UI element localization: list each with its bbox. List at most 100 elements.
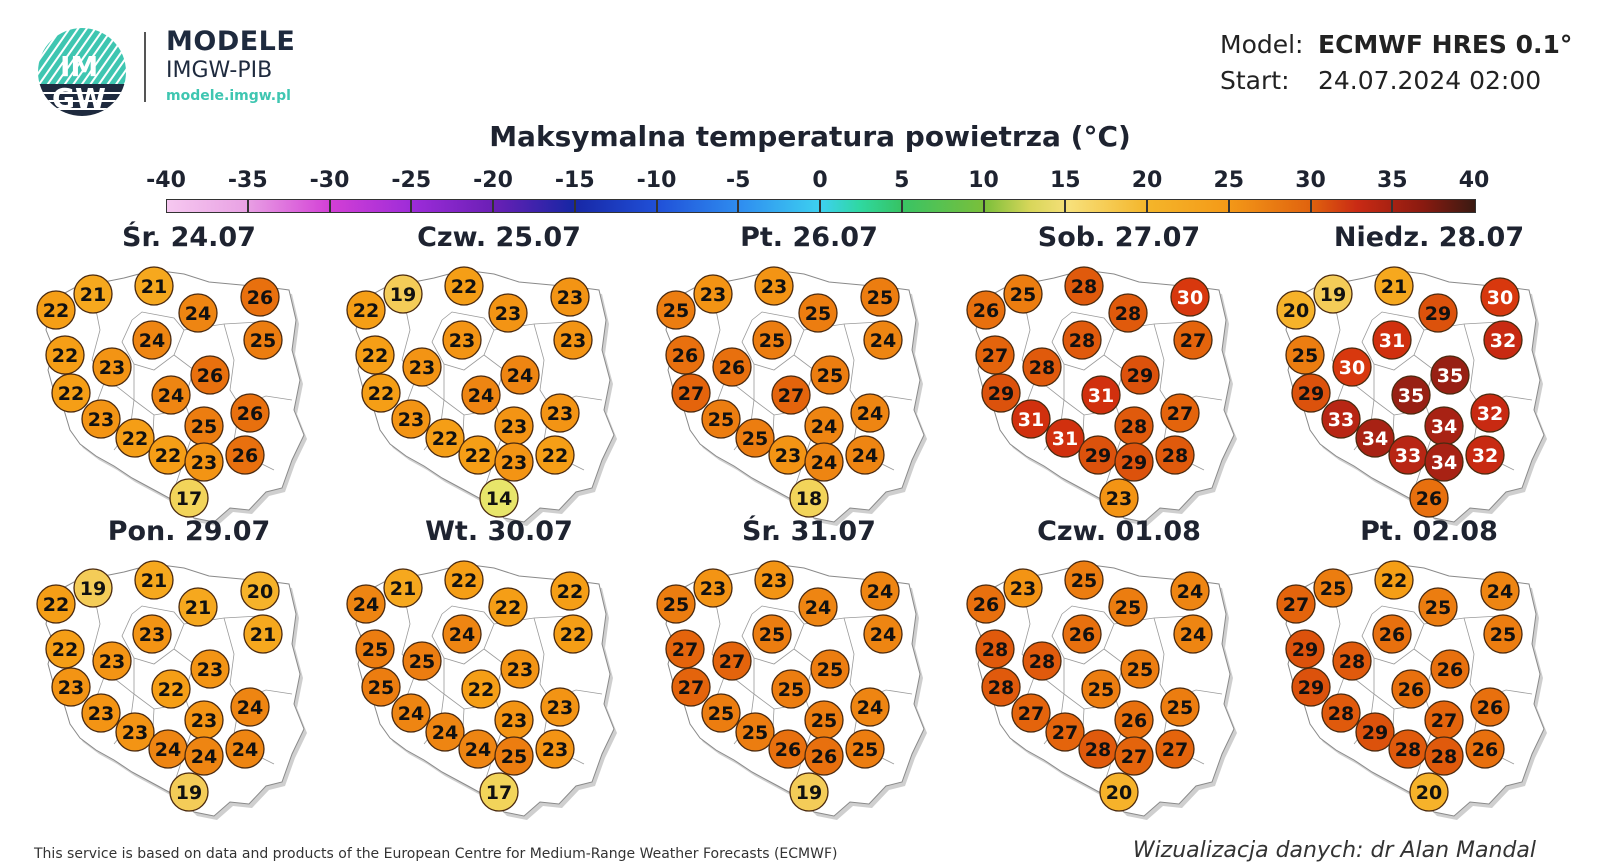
station-circle xyxy=(860,277,900,317)
station-marker: 23 xyxy=(540,393,580,433)
imgw-logo: IM GW xyxy=(38,28,126,116)
scale-tick-mark xyxy=(1227,199,1230,213)
station-marker: 24 xyxy=(804,406,844,446)
station-circle xyxy=(535,729,575,769)
station-marker: 25 xyxy=(701,399,741,439)
station-temp: 25 xyxy=(191,416,217,438)
station-marker: 28 xyxy=(1022,641,1062,681)
scale-tick-mark xyxy=(573,199,576,213)
station-marker: 24 xyxy=(346,584,386,624)
station-temp: 20 xyxy=(1283,300,1309,322)
scale-tick-label: -20 xyxy=(473,168,513,193)
station-marker: 22 xyxy=(488,587,528,627)
scale-tick-label: -40 xyxy=(146,168,186,193)
station-temp: 22 xyxy=(52,639,78,661)
station-circle xyxy=(1321,399,1361,439)
station-marker: 28 xyxy=(1108,293,1148,333)
station-marker: 20 xyxy=(1409,772,1449,812)
station-temp: 30 xyxy=(1487,287,1513,309)
station-circle xyxy=(1064,266,1104,306)
station-marker: 25 xyxy=(1285,335,1325,375)
station-circle xyxy=(500,649,540,689)
station-circle xyxy=(1465,729,1505,769)
map-title: Maksymalna temperatura powietrza (°C) xyxy=(489,120,1131,153)
station-marker: 22 xyxy=(151,669,191,709)
station-circle xyxy=(1011,693,1051,733)
brand-divider xyxy=(144,32,146,102)
station-marker: 32 xyxy=(1465,435,1505,475)
station-marker: 25 xyxy=(1003,274,1043,314)
station-temp: 26 xyxy=(1398,679,1424,701)
station-marker: 23 xyxy=(535,729,575,769)
station-marker: 17 xyxy=(479,772,519,812)
station-temp: 26 xyxy=(232,445,258,467)
station-circle xyxy=(355,335,395,375)
station-temp: 29 xyxy=(1085,445,1111,467)
station-temp: 20 xyxy=(1416,782,1442,804)
voivodeship-border xyxy=(1021,299,1037,411)
voivodeship-border xyxy=(1331,593,1347,705)
station-marker: 24 xyxy=(500,355,540,395)
station-temp: 20 xyxy=(247,581,273,603)
station-temp: 27 xyxy=(719,651,745,673)
station-marker: 27 xyxy=(1045,712,1085,752)
station-temp: 25 xyxy=(1292,345,1318,367)
station-marker: 33 xyxy=(1388,435,1428,475)
station-circle xyxy=(1155,729,1195,769)
station-temp: 31 xyxy=(1088,385,1114,407)
voivodeship-border xyxy=(223,323,293,407)
station-circle xyxy=(671,667,711,707)
station-circle xyxy=(1418,587,1458,627)
station-circle xyxy=(444,266,484,306)
station-temp: 26 xyxy=(247,287,273,309)
panel-date: Sob. 27.07 xyxy=(1037,222,1201,253)
station-temp: 29 xyxy=(1362,722,1388,744)
scale-tick-mark xyxy=(1309,199,1312,213)
station-marker: 23 xyxy=(402,347,442,387)
station-circle xyxy=(1313,274,1353,314)
station-temp: 27 xyxy=(1431,710,1457,732)
brand-url[interactable]: modele.imgw.pl xyxy=(166,88,291,104)
station-marker: 30 xyxy=(1332,347,1372,387)
forecast-panel: Pt. 26.07 25 23 23 25 25 24 26 26 25 25 27 27 25 24 24 2… xyxy=(654,222,964,526)
station-circle xyxy=(1160,687,1200,727)
station-temp: 27 xyxy=(1121,746,1147,768)
scale-tick-mark xyxy=(246,199,249,213)
station-marker: 25 xyxy=(361,667,401,707)
station-marker: 28 xyxy=(1388,729,1428,769)
station-circle xyxy=(1470,393,1510,433)
station-temp: 25 xyxy=(805,303,831,325)
station-circle xyxy=(1022,641,1062,681)
station-circle xyxy=(391,693,431,733)
station-temp: 25 xyxy=(1320,578,1346,600)
station-marker: 24 xyxy=(1170,571,1210,611)
station-temp: 31 xyxy=(1052,428,1078,450)
station-temp: 28 xyxy=(1071,276,1097,298)
station-temp: 29 xyxy=(1292,639,1318,661)
station-circle xyxy=(550,277,590,317)
station-marker: 32 xyxy=(1470,393,1510,433)
station-temp: 22 xyxy=(542,445,568,467)
station-circle xyxy=(1003,568,1043,608)
station-temp: 28 xyxy=(1328,703,1354,725)
station-temp: 24 xyxy=(185,303,211,325)
station-circle xyxy=(1003,274,1043,314)
panel-date: Czw. 25.07 xyxy=(417,222,581,253)
scale-tick-mark xyxy=(410,199,413,213)
station-circle xyxy=(115,712,155,752)
station-circle xyxy=(1480,277,1520,317)
station-temp: 26 xyxy=(1069,624,1095,646)
station-circle xyxy=(1409,772,1449,812)
station-temp: 26 xyxy=(237,403,263,425)
station-marker: 22 xyxy=(148,435,188,475)
station-circle xyxy=(665,629,705,669)
station-circle xyxy=(1170,277,1210,317)
station-temp: 21 xyxy=(141,570,167,592)
station-marker: 22 xyxy=(51,373,91,413)
station-circle xyxy=(190,649,230,689)
station-marker: 25 xyxy=(771,669,811,709)
station-temp: 22 xyxy=(353,300,379,322)
station-temp: 26 xyxy=(1121,710,1147,732)
